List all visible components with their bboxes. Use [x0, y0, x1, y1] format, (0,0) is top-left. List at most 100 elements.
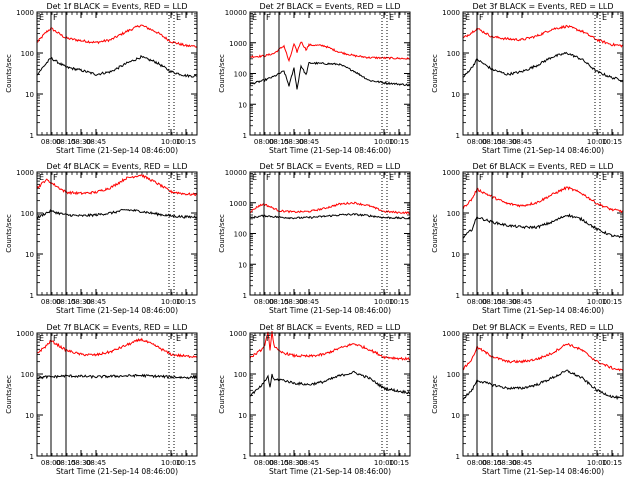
y-tick-label: 100: [21, 50, 34, 58]
x-tick-label: 08:30: [284, 298, 304, 306]
time-marker-label: E: [389, 13, 394, 22]
x-tick-label: 08:00: [467, 459, 487, 467]
time-marker-label: E: [176, 13, 181, 22]
time-marker-label: E: [465, 334, 470, 343]
panel-title: Det 7f BLACK = Events, RED = LLD: [46, 323, 187, 332]
y-tick-label: 1: [243, 292, 247, 300]
x-tick-label: 10:15: [176, 138, 196, 146]
x-tick-label: 08:15: [56, 138, 76, 146]
panel-title: Det 6f BLACK = Events, RED = LLD: [472, 162, 613, 171]
x-tick-label: 08:15: [482, 138, 502, 146]
time-marker-label: F: [53, 334, 58, 343]
x-tick-label: 08:45: [86, 459, 106, 467]
x-tick-label: 10:15: [176, 298, 196, 306]
y-tick-label: 100: [447, 210, 460, 218]
time-marker-label: F: [266, 334, 271, 343]
x-tick-label: 08:15: [56, 298, 76, 306]
y-tick-label: 10: [451, 91, 460, 99]
detector-panel-3: Det 3f BLACK = Events, RED = LLD Counts/s…: [431, 2, 624, 155]
y-tick-label: 10: [25, 91, 34, 99]
detector-panel-8: Det 8f BLACK = Events, RED = LLD Counts/s…: [218, 323, 411, 476]
y-tick-label: 1: [30, 292, 34, 300]
y-tick-label: 1: [243, 132, 247, 140]
y-axis-label: Counts/sec: [218, 214, 226, 253]
panel-title: Det 1f BLACK = Events, RED = LLD: [46, 2, 187, 11]
y-axis-label: Counts/sec: [5, 375, 13, 414]
x-tick-label: 10:00: [587, 298, 607, 306]
x-tick-label: 08:15: [269, 298, 289, 306]
y-tick-label: 100: [447, 50, 460, 58]
x-tick-label: 08:45: [299, 298, 319, 306]
y-tick-label: 1: [30, 132, 34, 140]
x-tick-label: 08:45: [299, 459, 319, 467]
y-tick-label: 100: [21, 210, 34, 218]
y-axis-label: Counts/sec: [5, 214, 13, 253]
y-tick-label: 100: [234, 231, 247, 239]
time-marker-label: E: [602, 173, 607, 182]
y-axis-label: Counts/sec: [218, 375, 226, 414]
detector-panel-7: Det 7f BLACK = Events, RED = LLD Counts/s…: [5, 323, 198, 476]
y-tick-label: 10: [238, 412, 247, 420]
x-tick-label: 08:30: [497, 459, 517, 467]
x-tick-label: 08:45: [86, 138, 106, 146]
x-tick-label: 08:00: [254, 459, 274, 467]
plot-frame: [36, 11, 198, 136]
time-marker-label: E: [176, 334, 181, 343]
panel-title: Det 8f BLACK = Events, RED = LLD: [259, 323, 400, 332]
x-tick-label: 08:00: [467, 298, 487, 306]
time-marker-label: F: [479, 173, 484, 182]
plot-frame: [36, 332, 198, 457]
time-marker-label: F: [479, 334, 484, 343]
x-tick-label: 10:00: [374, 459, 394, 467]
x-tick-label: 08:30: [497, 138, 517, 146]
plot-frame: [462, 11, 624, 136]
y-tick-label: 10: [238, 261, 247, 269]
time-marker-label: E: [252, 334, 257, 343]
x-tick-label: 08:00: [467, 138, 487, 146]
x-axis-label: Start Time (21-Sep-14 08:46:00): [482, 467, 604, 476]
x-tick-label: 10:15: [389, 459, 409, 467]
x-tick-label: 08:15: [482, 298, 502, 306]
x-tick-label: 08:30: [71, 459, 91, 467]
x-tick-label: 10:00: [587, 459, 607, 467]
x-tick-label: 08:15: [269, 138, 289, 146]
events-series-line: [36, 373, 198, 380]
y-tick-label: 1: [456, 453, 460, 461]
events-series-line: [249, 370, 411, 397]
x-tick-label: 10:00: [374, 138, 394, 146]
time-marker-label: F: [479, 13, 484, 22]
x-axis-label: Start Time (21-Sep-14 08:46:00): [269, 306, 391, 315]
y-axis-label: Counts/sec: [431, 375, 439, 414]
x-axis-label: Start Time (21-Sep-14 08:46:00): [269, 467, 391, 476]
x-tick-label: 10:15: [602, 459, 622, 467]
x-tick-label: 08:30: [71, 298, 91, 306]
events-series-line: [249, 61, 411, 90]
y-tick-label: 10: [451, 412, 460, 420]
lld-series-line: [249, 201, 411, 215]
panel-title: Det 4f BLACK = Events, RED = LLD: [46, 162, 187, 171]
events-series-line: [36, 54, 198, 79]
detector-panel-6: Det 6f BLACK = Events, RED = LLD Counts/s…: [431, 162, 624, 315]
y-tick-label: 1: [243, 453, 247, 461]
plot-frame: [462, 171, 624, 296]
y-tick-label: 1: [30, 453, 34, 461]
x-axis-label: Start Time (21-Sep-14 08:46:00): [482, 306, 604, 315]
time-marker-label: E: [39, 173, 44, 182]
y-axis-label: Counts/sec: [431, 54, 439, 93]
panel-title: Det 5f BLACK = Events, RED = LLD: [259, 162, 400, 171]
plot-frame: [36, 171, 198, 296]
x-tick-label: 08:30: [284, 459, 304, 467]
y-tick-label: 1000: [16, 9, 34, 17]
x-tick-label: 08:45: [512, 298, 532, 306]
events-series-line: [462, 213, 624, 239]
y-tick-label: 10: [25, 412, 34, 420]
x-tick-label: 08:30: [284, 138, 304, 146]
y-tick-label: 1000: [16, 330, 34, 338]
time-marker-label: E: [389, 173, 394, 182]
time-marker-label: E: [465, 13, 470, 22]
x-tick-label: 10:00: [374, 298, 394, 306]
time-marker-label: F: [266, 173, 271, 182]
x-axis-label: Start Time (21-Sep-14 08:46:00): [269, 146, 391, 155]
lld-series-line: [36, 174, 198, 197]
